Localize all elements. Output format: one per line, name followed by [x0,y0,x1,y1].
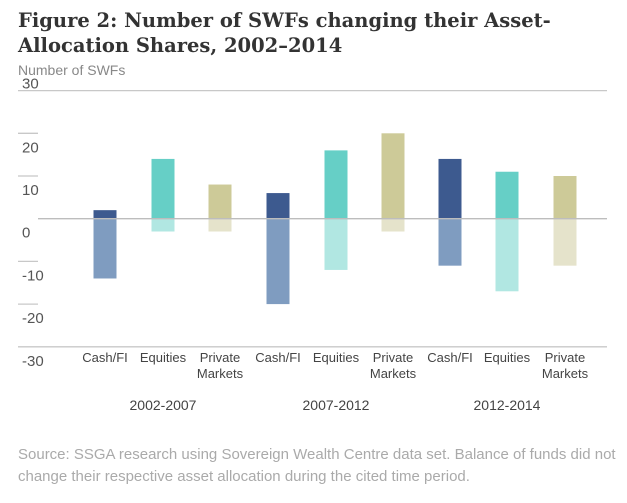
bar-decrease [381,218,405,232]
bar-increase [553,176,577,219]
chart-title: Figure 2: Number of SWFs changing their … [18,9,551,57]
bar-increase [151,158,175,219]
bar-increase [381,133,405,219]
y-tick-label: -10 [22,267,44,284]
x-tick-label: Private [545,350,585,365]
bar-increase [324,150,348,219]
group-label: 2012-2014 [474,397,541,413]
y-tick-label: 20 [22,139,39,156]
group-label: 2002-2007 [130,397,197,413]
bar-decrease [208,218,232,232]
x-tick-label: Markets [197,366,244,381]
y-tick-label: 10 [22,182,39,199]
x-tick-label: Cash/FI [427,350,473,365]
x-tick-label: Equities [140,350,187,365]
bar-increase [266,193,290,219]
bar-decrease [151,218,175,232]
x-tick-label: Cash/FI [82,350,128,365]
x-tick-label: Markets [370,366,417,381]
group-label: 2007-2012 [303,397,370,413]
bar-increase [93,210,117,219]
bar-increase [438,158,462,219]
bar-increase [495,171,519,219]
bar-decrease [438,218,462,266]
bar-decrease [93,218,117,279]
bar-decrease [495,218,519,292]
y-axis-label: Number of SWFs [18,62,126,78]
source-note: Source: SSGA research using Sovereign We… [18,446,616,485]
bar-increase [208,184,232,219]
bar-decrease [324,218,348,270]
x-tick-label: Private [200,350,240,365]
bar-decrease [553,218,577,266]
x-tick-label: Equities [313,350,360,365]
bar-decrease [266,218,290,305]
x-tick-label: Markets [542,366,589,381]
x-tick-label: Cash/FI [255,350,301,365]
y-tick-label: -30 [22,353,44,370]
x-tick-label: Equities [484,350,531,365]
y-tick-label: 30 [22,76,39,93]
y-tick-label: -20 [22,310,44,327]
y-tick-label: 0 [22,225,30,242]
x-tick-label: Private [373,350,413,365]
